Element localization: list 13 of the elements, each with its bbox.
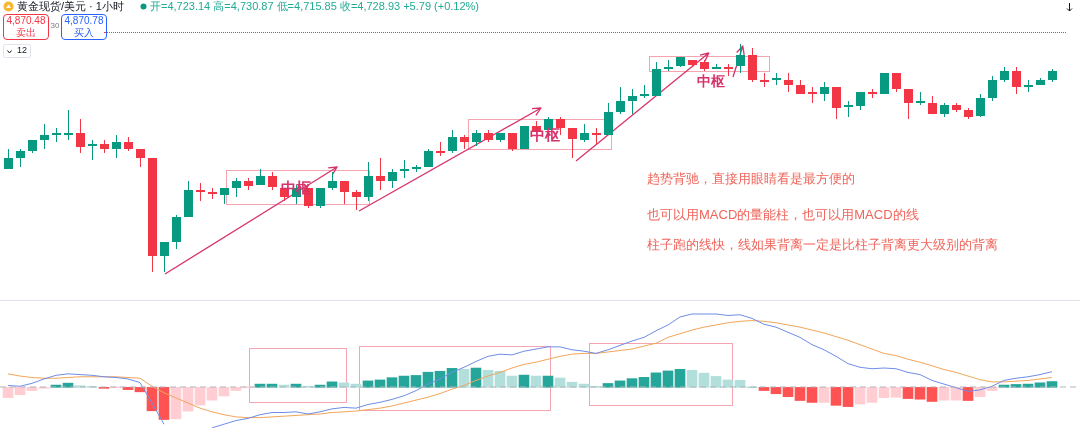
text: 30 — [50, 21, 60, 31]
chart-subtitle: 开=4,723.14 高=4,730.87 低=4,715.85 收=4,728.93 +5.79 (+0.12%) — [150, 0, 480, 13]
text: 4,870.48 — [5, 15, 47, 26]
text: 买入 — [73, 27, 95, 38]
annotation: 趋势背驰，直接用眼睛看是最方便的 — [647, 171, 855, 187]
annotation: 中枢 — [530, 126, 560, 144]
chart-title: 黄金现货/美元 · 1小时 — [17, 0, 124, 13]
annotation: 12 — [16, 45, 28, 56]
text: 卖出 — [15, 27, 37, 38]
annotation: 中枢 — [697, 73, 725, 90]
text: 4,870.78 — [63, 15, 105, 26]
annotation: 也可以用MACD的量能柱，也可以用MACD的线 — [647, 207, 919, 223]
annotation: 柱子跑的线快，线如果背离一定是比柱子背离更大级别的背离 — [647, 237, 998, 253]
